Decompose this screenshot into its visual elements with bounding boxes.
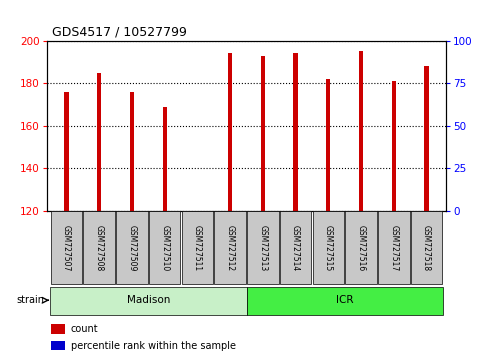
Text: GSM727508: GSM727508 xyxy=(95,225,104,271)
FancyBboxPatch shape xyxy=(313,211,344,284)
Text: GSM727513: GSM727513 xyxy=(258,225,267,271)
FancyBboxPatch shape xyxy=(346,211,377,284)
Text: ICR: ICR xyxy=(336,295,353,305)
Bar xyxy=(163,107,167,211)
Text: GSM727517: GSM727517 xyxy=(389,225,398,271)
Bar xyxy=(51,324,65,333)
Text: Madison: Madison xyxy=(127,295,170,305)
Bar xyxy=(391,81,396,211)
Bar xyxy=(51,341,65,350)
FancyBboxPatch shape xyxy=(247,211,279,284)
FancyBboxPatch shape xyxy=(214,211,246,284)
Text: GSM727514: GSM727514 xyxy=(291,225,300,271)
FancyBboxPatch shape xyxy=(182,211,213,284)
Text: strain: strain xyxy=(16,295,44,305)
Text: count: count xyxy=(71,324,99,334)
FancyBboxPatch shape xyxy=(280,211,311,284)
Bar xyxy=(359,51,363,211)
FancyBboxPatch shape xyxy=(246,287,443,315)
Text: GSM727518: GSM727518 xyxy=(422,225,431,271)
Bar xyxy=(130,92,134,211)
FancyBboxPatch shape xyxy=(83,211,115,284)
Text: percentile rank within the sample: percentile rank within the sample xyxy=(71,341,236,351)
Text: GSM727509: GSM727509 xyxy=(127,224,137,271)
Bar xyxy=(65,92,69,211)
FancyBboxPatch shape xyxy=(51,211,82,284)
Bar xyxy=(261,56,265,211)
Text: GSM727512: GSM727512 xyxy=(226,225,235,271)
FancyBboxPatch shape xyxy=(378,211,410,284)
Bar xyxy=(293,53,298,211)
Bar xyxy=(424,66,428,211)
FancyBboxPatch shape xyxy=(50,287,246,315)
Text: GDS4517 / 10527799: GDS4517 / 10527799 xyxy=(52,26,187,39)
Text: GSM727511: GSM727511 xyxy=(193,225,202,271)
Text: GSM727507: GSM727507 xyxy=(62,224,71,271)
FancyBboxPatch shape xyxy=(411,211,442,284)
FancyBboxPatch shape xyxy=(116,211,147,284)
Bar xyxy=(97,73,102,211)
Text: GSM727510: GSM727510 xyxy=(160,225,169,271)
Bar xyxy=(326,79,330,211)
Text: GSM727516: GSM727516 xyxy=(356,225,366,271)
Text: GSM727515: GSM727515 xyxy=(324,225,333,271)
Bar xyxy=(228,53,232,211)
FancyBboxPatch shape xyxy=(149,211,180,284)
